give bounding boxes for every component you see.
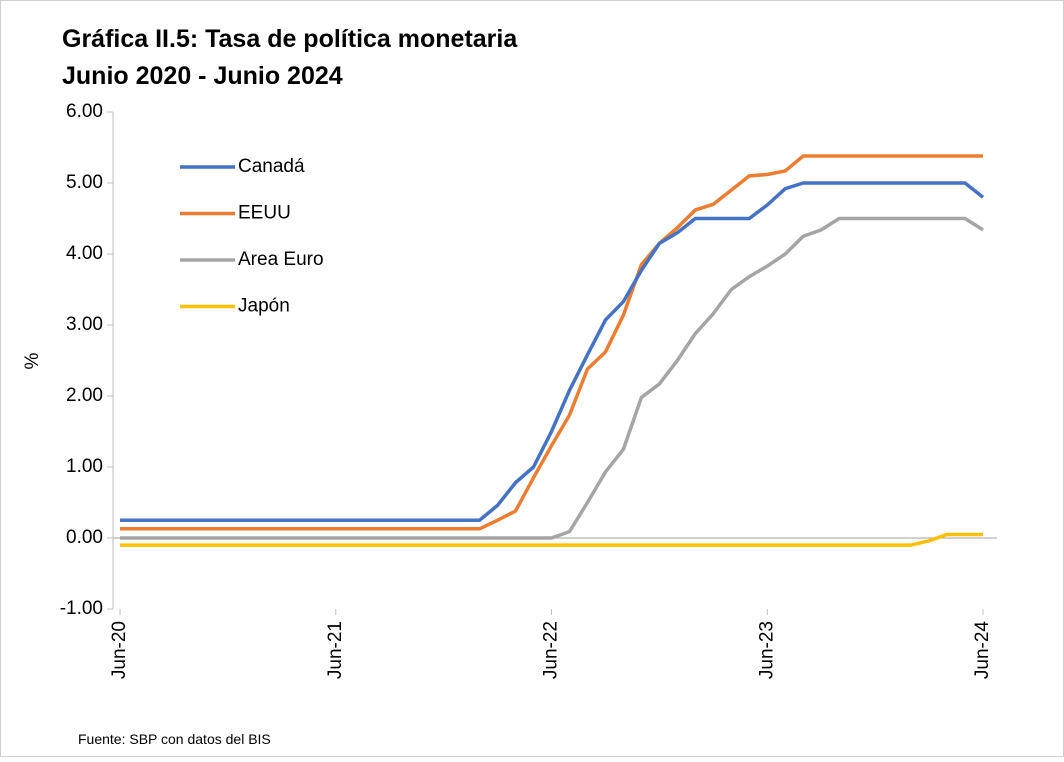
series-line xyxy=(120,154,983,531)
legend-label: Japón xyxy=(238,296,290,317)
y-tick-label: 0.00 xyxy=(66,527,103,548)
series-line xyxy=(120,216,984,540)
legend-label: EEUU xyxy=(238,203,291,224)
x-tick-label: Jun-21 xyxy=(325,621,346,679)
y-axis-label: % xyxy=(22,352,43,369)
legend-label: Area Euro xyxy=(238,249,324,270)
source-note: Fuente: SBP con datos del BIS xyxy=(78,731,271,747)
chart-subtitle: Junio 2020 - Junio 2024 xyxy=(62,62,343,90)
x-tick-label: Jun-23 xyxy=(756,621,777,679)
chart-title: Gráfica II.5: Tasa de política monetaria xyxy=(62,25,518,53)
y-tick-label: 3.00 xyxy=(66,314,103,335)
legend-label: Canadá xyxy=(238,156,305,177)
x-tick-label: Jun-24 xyxy=(972,621,993,680)
y-tick-label: 5.00 xyxy=(66,172,103,193)
x-tick-label: Jun-22 xyxy=(541,621,562,679)
y-tick-label: -1.00 xyxy=(60,598,103,619)
y-tick-label: 4.00 xyxy=(66,243,103,264)
series-line xyxy=(120,181,985,522)
y-tick-label: 2.00 xyxy=(66,385,103,406)
y-tick-label: 6.00 xyxy=(66,101,103,122)
x-tick-label: Jun-20 xyxy=(109,621,130,679)
y-tick-label: 1.00 xyxy=(66,456,103,477)
series-line xyxy=(120,532,983,547)
